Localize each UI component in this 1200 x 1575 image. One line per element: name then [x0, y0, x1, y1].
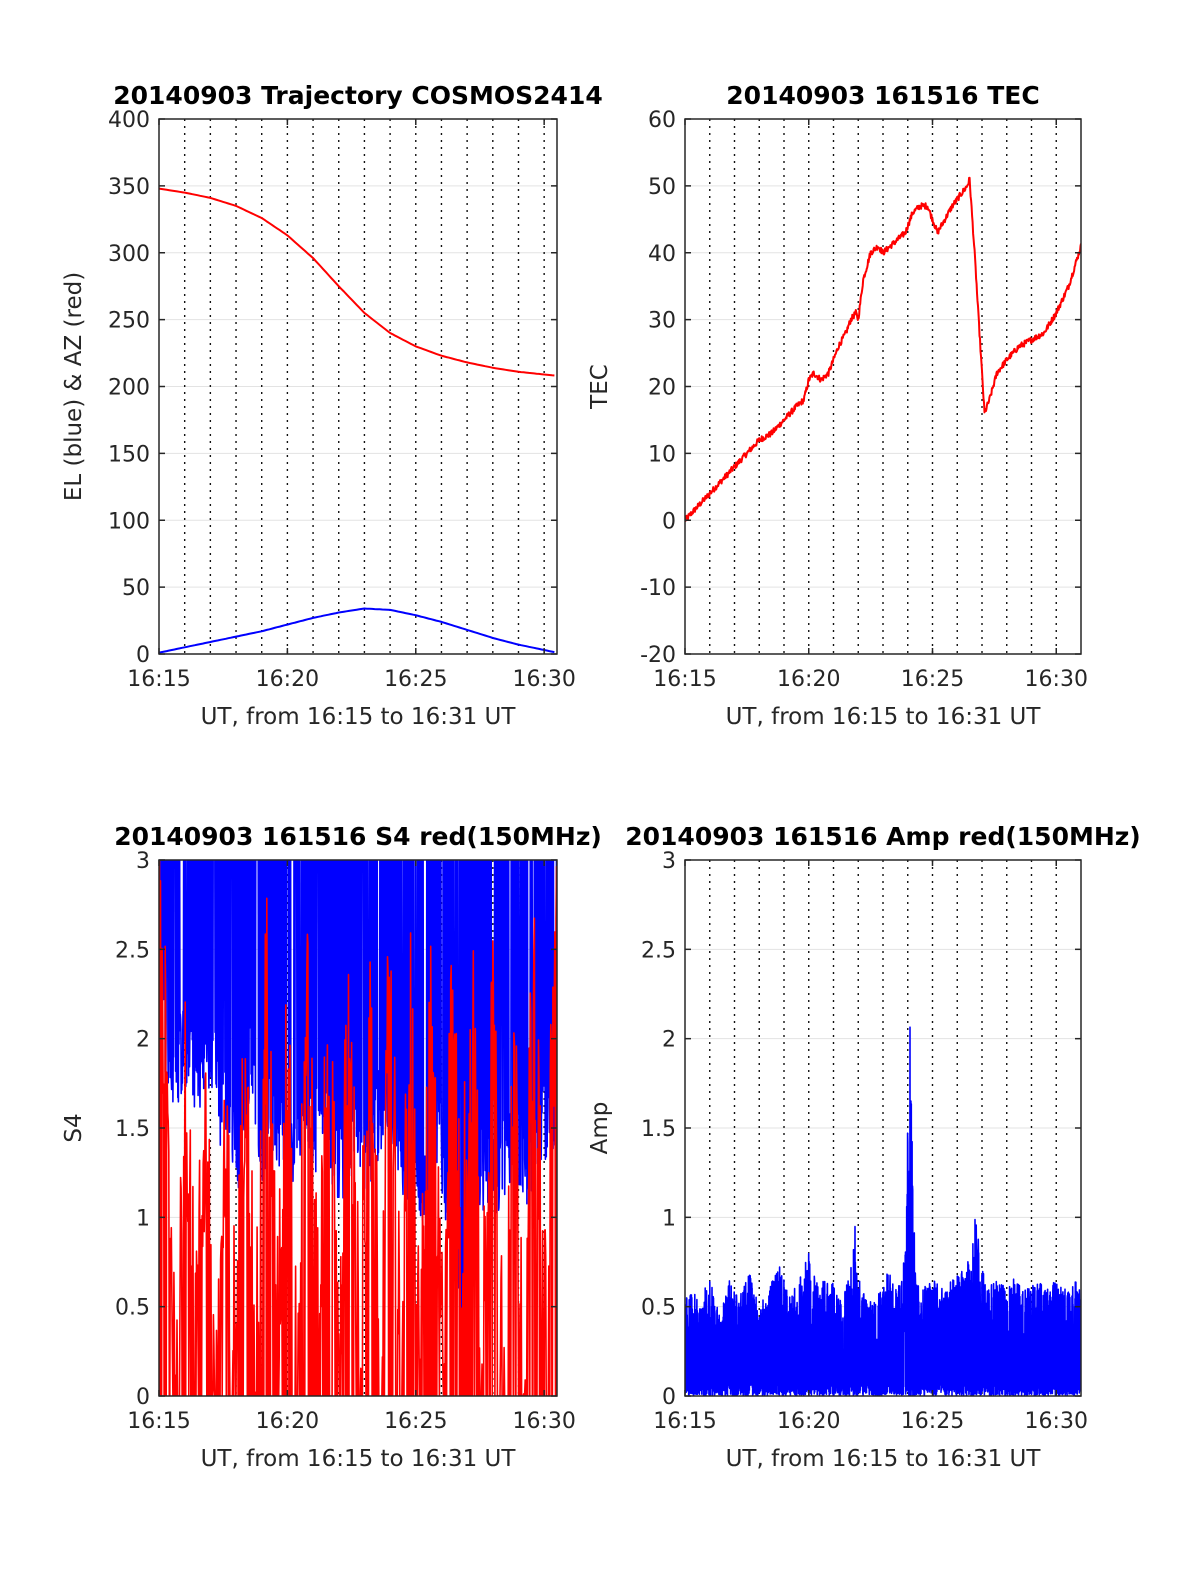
trajectory-ytick-label: 50	[122, 576, 150, 601]
s4-series-line	[159, 860, 557, 1396]
trajectory-y-axis-label: EL (blue) & AZ (red)	[61, 272, 87, 501]
trajectory-xtick-label: 16:20	[256, 667, 319, 692]
trajectory-xtick-label: 16:15	[127, 667, 190, 692]
trajectory-xtick-label: 16:30	[512, 667, 575, 692]
trajectory-ytick-label: 100	[108, 509, 150, 534]
tec-chart-title: 20140903 161516 TEC	[726, 81, 1039, 110]
tec-chart: -20 -10 0 10 20 30 40 50 60 16:15 16:20 16:25 16:30 2…	[587, 81, 1088, 730]
tec-x-axis-label: UT, from 16:15 to 16:31 UT	[726, 704, 1042, 730]
amp-ytick-label: 2.5	[641, 938, 676, 963]
amp-xtick-label: 16:20	[777, 1409, 840, 1434]
tec-ytick-label: 50	[648, 175, 676, 200]
amp-ytick-label: 2	[662, 1028, 676, 1053]
s4-ytick-label: 3	[136, 849, 150, 874]
s4-xtick-label: 16:15	[127, 1409, 190, 1434]
amp-ytick-label: 0.5	[641, 1296, 676, 1321]
s4-chart-title: 20140903 161516 S4 red(150MHz)	[114, 822, 602, 851]
trajectory-chart-title: 20140903 Trajectory COSMOS2414	[113, 81, 603, 110]
amp-chart-title: 20140903 161516 Amp red(150MHz)	[625, 822, 1141, 851]
trajectory-ytick-label: 200	[108, 376, 150, 401]
amp-xtick-label: 16:15	[653, 1409, 716, 1434]
tec-ytick-label: 0	[662, 509, 676, 534]
trajectory-ytick-label: 300	[108, 242, 150, 267]
tec-series-group	[685, 176, 1081, 522]
trajectory-xtick-label: 16:25	[384, 667, 447, 692]
tec-ytick-label: 20	[648, 376, 676, 401]
amp-chart: 0 0.5 1 1.5 2 2.5 3 16:15 16:20 16:25 16:30 2014090…	[587, 822, 1141, 1472]
trajectory-series-group	[159, 187, 555, 654]
trajectory-ytick-label: 250	[108, 309, 150, 334]
amp-xtick-label: 16:30	[1025, 1409, 1088, 1434]
amp-series-group	[685, 1026, 1081, 1396]
amp-x-axis-label: UT, from 16:15 to 16:31 UT	[726, 1446, 1042, 1472]
tec-xtick-label: 16:25	[901, 667, 964, 692]
amp-series-line	[685, 1026, 1081, 1396]
tec-xtick-label: 16:15	[653, 667, 716, 692]
amp-ytick-label: 1	[662, 1206, 676, 1231]
s4-ytick-label: 2.5	[115, 938, 150, 963]
s4-ytick-label: 0	[136, 1385, 150, 1410]
tec-y-axis-label: TEC	[587, 364, 613, 410]
amp-y-axis-label: Amp	[587, 1102, 613, 1155]
s4-ytick-label: 2	[136, 1028, 150, 1053]
trajectory-chart: 0 50 100 150 200 250 300 350 400 16:15 16:20 16:25 1…	[61, 81, 603, 730]
amp-ytick-label: 3	[662, 849, 676, 874]
amp-ytick-label: 0	[662, 1385, 676, 1410]
trajectory-ytick-label: 350	[108, 175, 150, 200]
trajectory-series-line	[159, 187, 555, 377]
s4-xtick-label: 16:20	[256, 1409, 319, 1434]
s4-ytick-label: 1	[136, 1206, 150, 1231]
trajectory-series-line	[159, 607, 555, 654]
tec-xtick-label: 16:20	[777, 667, 840, 692]
tec-ytick-label: 40	[648, 242, 676, 267]
amp-ytick-label: 1.5	[641, 1117, 676, 1142]
s4-ytick-label: 0.5	[115, 1296, 150, 1321]
tec-series-line	[685, 176, 1081, 522]
tec-ytick-label: 30	[648, 309, 676, 334]
s4-series-group	[159, 860, 557, 1396]
tec-ytick-label: -10	[640, 576, 676, 601]
s4-ytick-label: 1.5	[115, 1117, 150, 1142]
trajectory-ytick-label: 400	[108, 108, 150, 133]
trajectory-ytick-label: 150	[108, 442, 150, 467]
tec-ytick-label: 60	[648, 108, 676, 133]
tec-xtick-label: 16:30	[1025, 667, 1088, 692]
s4-xtick-label: 16:25	[384, 1409, 447, 1434]
trajectory-x-axis-label: UT, from 16:15 to 16:31 UT	[201, 704, 517, 730]
s4-xtick-label: 16:30	[512, 1409, 575, 1434]
amp-xtick-label: 16:25	[901, 1409, 964, 1434]
tec-ytick-label: -20	[640, 643, 676, 668]
s4-x-axis-label: UT, from 16:15 to 16:31 UT	[201, 1446, 517, 1472]
s4-y-axis-label: S4	[61, 1113, 87, 1142]
s4-chart: 0 0.5 1 1.5 2 2.5 3 16:15 16:20 16:25 16:30 2014090…	[61, 822, 602, 1472]
tec-ytick-label: 10	[648, 442, 676, 467]
trajectory-ytick-label: 0	[136, 643, 150, 668]
